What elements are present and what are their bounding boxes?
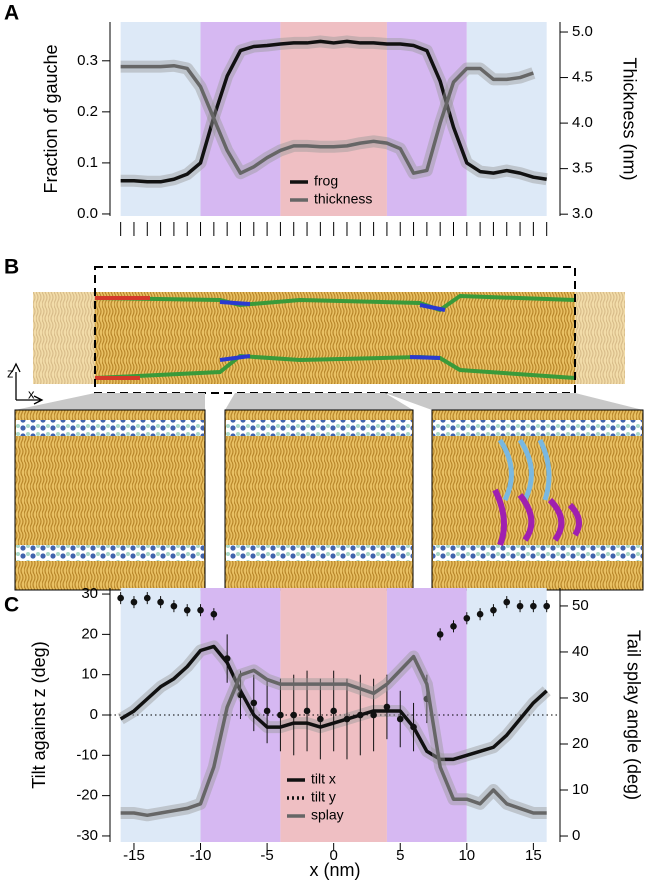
y-axis-title: Tilt against z (deg)	[29, 641, 49, 788]
point	[277, 711, 284, 719]
x-tick-label: -5	[260, 847, 273, 864]
legend-label: tilt y	[311, 789, 336, 805]
y2-tick-label: 10	[572, 781, 589, 798]
y-tick-label: 0	[90, 706, 98, 723]
point	[396, 715, 404, 723]
point	[436, 631, 444, 638]
shaded-region	[120, 22, 201, 216]
point	[343, 715, 351, 723]
x-tick-label: 0	[329, 847, 337, 864]
y-tick-label: 30	[81, 585, 98, 602]
point	[170, 602, 178, 610]
point	[490, 606, 497, 614]
point	[356, 711, 364, 719]
y2-tick-label: 4.0	[572, 114, 593, 131]
point	[317, 715, 324, 723]
point	[130, 598, 138, 606]
series-line	[120, 63, 534, 175]
y-tick-label: -10	[76, 746, 98, 763]
axis-glyph: x	[28, 386, 35, 401]
y-tick-label: 0.0	[77, 205, 98, 222]
y2-tick-label: 4.5	[572, 69, 593, 86]
y-tick-label: 0.3	[77, 52, 98, 69]
membrane-image	[11, 266, 644, 591]
x-tick-label: 15	[525, 847, 542, 864]
axis-glyph: z	[7, 365, 14, 380]
x-tick-label: -15	[123, 847, 145, 864]
point	[237, 691, 244, 699]
point	[543, 602, 550, 610]
point	[183, 606, 191, 614]
point	[250, 699, 258, 707]
y-tick-label: -20	[76, 787, 98, 804]
y2-tick-label: 3.5	[572, 160, 593, 177]
y2-tick-label: 5.0	[572, 23, 593, 40]
y-tick-label: 10	[81, 666, 98, 683]
point	[157, 598, 164, 606]
legend-label: thickness	[314, 191, 372, 207]
point	[117, 594, 124, 602]
y2-tick-label: 3.0	[572, 205, 593, 222]
x-axis-title: x (nm)	[310, 860, 361, 880]
y2-tick-label: 30	[572, 689, 589, 706]
point	[463, 614, 471, 622]
point	[530, 602, 537, 610]
point	[290, 711, 298, 719]
legend-label: frog	[314, 173, 338, 189]
legend-label: splay	[311, 807, 344, 823]
y-tick-label: 20	[81, 625, 98, 642]
point	[450, 623, 457, 630]
point	[503, 598, 511, 606]
point	[370, 711, 377, 719]
point	[383, 703, 391, 711]
y2-tick-label: 40	[572, 643, 589, 660]
point	[197, 606, 204, 614]
point	[410, 723, 417, 731]
point	[476, 610, 484, 618]
panel-label: B	[4, 256, 19, 279]
point	[330, 707, 337, 715]
x-tick-label: 10	[458, 847, 475, 864]
y2-tick-label: 0	[572, 827, 580, 844]
panel-label: A	[4, 2, 19, 25]
y-tick-label: 0.2	[77, 103, 98, 120]
legend-label: tilt x	[311, 771, 336, 787]
point	[223, 655, 231, 662]
y-tick-label: -30	[76, 827, 98, 844]
point	[143, 594, 151, 602]
y2-axis-title: Tail splay angle (deg)	[623, 630, 643, 800]
point	[210, 610, 218, 618]
point	[516, 602, 524, 610]
point	[303, 707, 311, 715]
shaded-region	[466, 22, 547, 216]
y2-axis-title: Thickness (nm)	[619, 57, 639, 180]
x-tick-label: -10	[190, 847, 212, 864]
y2-tick-label: 50	[572, 597, 589, 614]
panel-label: C	[4, 594, 19, 617]
y2-tick-label: 20	[572, 735, 589, 752]
point	[263, 707, 271, 715]
series-line	[120, 39, 547, 184]
x-tick-label: 5	[396, 847, 404, 864]
y-tick-label: 0.1	[77, 154, 98, 171]
series-line	[120, 654, 547, 818]
y-axis-title: Fraction of gauche	[41, 44, 61, 193]
